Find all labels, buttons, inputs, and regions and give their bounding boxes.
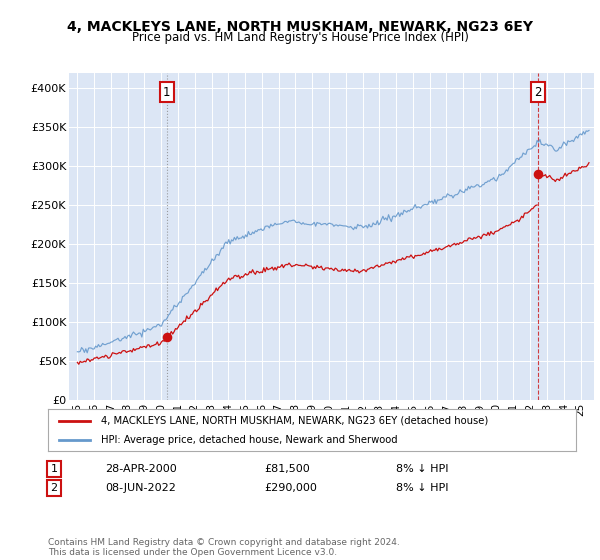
Text: 1: 1 [163, 86, 170, 99]
Text: 08-JUN-2022: 08-JUN-2022 [105, 483, 176, 493]
Text: 8% ↓ HPI: 8% ↓ HPI [396, 464, 449, 474]
Text: 4, MACKLEYS LANE, NORTH MUSKHAM, NEWARK, NG23 6EY: 4, MACKLEYS LANE, NORTH MUSKHAM, NEWARK,… [67, 20, 533, 34]
Text: 8% ↓ HPI: 8% ↓ HPI [396, 483, 449, 493]
Text: 2: 2 [50, 483, 58, 493]
Text: HPI: Average price, detached house, Newark and Sherwood: HPI: Average price, detached house, Newa… [101, 435, 397, 445]
Text: £290,000: £290,000 [264, 483, 317, 493]
Text: Contains HM Land Registry data © Crown copyright and database right 2024.
This d: Contains HM Land Registry data © Crown c… [48, 538, 400, 557]
Text: 1: 1 [50, 464, 58, 474]
Point [533, 170, 543, 179]
Text: 2: 2 [534, 86, 542, 99]
Text: 4, MACKLEYS LANE, NORTH MUSKHAM, NEWARK, NG23 6EY (detached house): 4, MACKLEYS LANE, NORTH MUSKHAM, NEWARK,… [101, 416, 488, 426]
Text: 28-APR-2000: 28-APR-2000 [105, 464, 177, 474]
Text: £81,500: £81,500 [264, 464, 310, 474]
Point [162, 332, 172, 341]
Text: Price paid vs. HM Land Registry's House Price Index (HPI): Price paid vs. HM Land Registry's House … [131, 31, 469, 44]
